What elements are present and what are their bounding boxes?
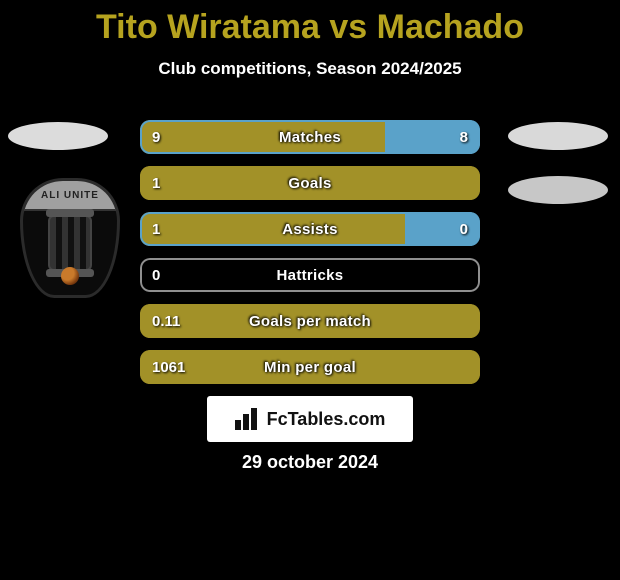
stat-row: Goals1 xyxy=(140,166,480,200)
stat-row: Assists1 0 xyxy=(140,212,480,246)
branding-badge: FcTables.com xyxy=(207,396,413,442)
page-title: Tito Wiratama vs Machado xyxy=(0,0,620,47)
stat-label: Matches xyxy=(140,120,480,154)
avatar-placeholder-right-top xyxy=(508,122,608,150)
stat-label: Goals per match xyxy=(140,304,480,338)
stat-label: Min per goal xyxy=(140,350,480,384)
stat-label: Hattricks xyxy=(140,258,480,292)
stat-value-left: 0 xyxy=(152,258,160,292)
fctables-logo-icon xyxy=(235,408,261,430)
stat-row: Min per goal1061 xyxy=(140,350,480,384)
crest-ball-icon xyxy=(61,267,79,285)
avatar-placeholder-left xyxy=(8,122,108,150)
crest-banner-text: ALI UNITE xyxy=(23,181,117,211)
stat-value-left: 1 xyxy=(152,166,160,200)
club-crest: ALI UNITE xyxy=(20,178,120,298)
footer-date: 29 october 2024 xyxy=(0,452,620,473)
stat-label: Assists xyxy=(140,212,480,246)
stat-value-left: 9 xyxy=(152,120,160,154)
avatar-placeholder-right-mid xyxy=(508,176,608,204)
stat-value-right: 8 xyxy=(460,120,468,154)
stat-row: Matches9 8 xyxy=(140,120,480,154)
comparison-bars: Matches98Goals1Assists10Hattricks0Goals … xyxy=(140,120,480,396)
stat-row: Goals per match0.11 xyxy=(140,304,480,338)
page-subtitle: Club competitions, Season 2024/2025 xyxy=(0,59,620,79)
branding-text: FcTables.com xyxy=(267,409,386,430)
stat-label: Goals xyxy=(140,166,480,200)
stat-value-left: 1061 xyxy=(152,350,185,384)
stat-row: Hattricks0 xyxy=(140,258,480,292)
crest-pillar-icon xyxy=(48,215,92,271)
stat-value-left: 1 xyxy=(152,212,160,246)
stat-value-right: 0 xyxy=(460,212,468,246)
stat-value-left: 0.11 xyxy=(152,304,180,338)
